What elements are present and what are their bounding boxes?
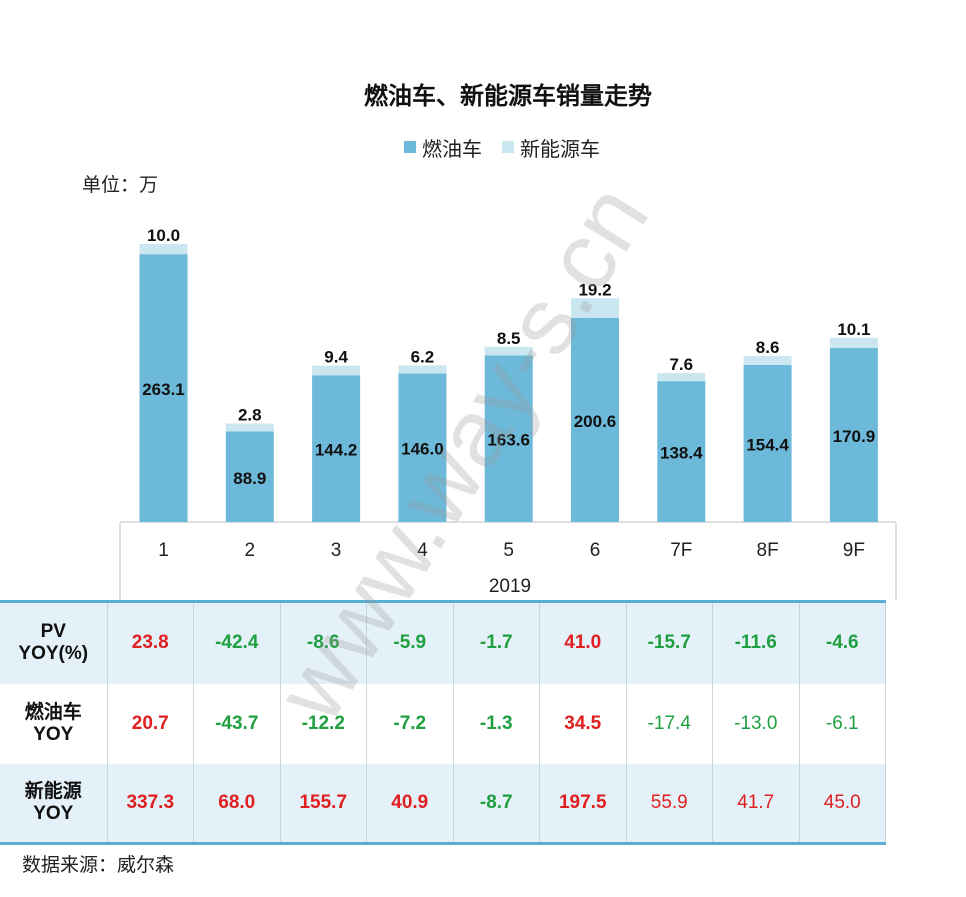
chart-legend: 燃油车 新能源车	[404, 132, 620, 162]
legend-item-nev: 新能源车	[502, 133, 600, 162]
data-label-fuel-7F: 138.4	[660, 444, 703, 463]
bar-nev-3	[312, 365, 361, 376]
bar-fuel-2	[225, 431, 274, 522]
bar-nev-2	[225, 423, 274, 432]
data-label-nev-1: 10.0	[147, 226, 180, 245]
bar-nev-1	[139, 244, 188, 255]
x-tick-label-9F: 9F	[843, 540, 865, 561]
data-label-nev-2: 2.8	[238, 406, 262, 425]
table-cell: 337.3	[107, 763, 194, 845]
legend-label-fuel: 燃油车	[422, 138, 482, 161]
legend-swatch-fuel	[404, 141, 416, 153]
table-row: 新能源 YOY 337.3 68.0 155.7 40.9 -8.7 197.5 55.9 41.…	[0, 763, 886, 845]
data-label-fuel-4: 146.0	[401, 440, 444, 459]
table-cell: 23.8	[107, 600, 194, 684]
table-cell: -43.7	[193, 683, 281, 764]
data-label-nev-6: 19.2	[578, 280, 611, 299]
table-cell: -11.6	[712, 600, 800, 684]
bar-nev-8F	[743, 356, 792, 365]
bar-fuel-1	[139, 254, 188, 522]
table-cell: -6.1	[799, 683, 886, 764]
data-label-fuel-8F: 154.4	[746, 435, 789, 454]
legend-label-nev: 新能源车	[520, 138, 600, 161]
table-cell: -8.7	[453, 763, 540, 845]
bar-fuel-7F	[657, 381, 706, 522]
table-cell: 20.7	[107, 683, 194, 764]
table-cell: 40.9	[366, 763, 454, 845]
table-cell: 68.0	[193, 763, 281, 845]
bar-nev-4	[398, 365, 447, 374]
bar-nev-7F	[657, 373, 706, 382]
table-cell: -1.7	[453, 600, 540, 684]
data-label-fuel-3: 144.2	[315, 441, 358, 460]
table-cell: 55.9	[626, 763, 713, 845]
table-cell: -42.4	[193, 600, 281, 684]
table-cell: -12.2	[280, 683, 367, 764]
table-row: PV YOY(%) 23.8 -42.4 -8.6 -5.9 -1.7 41.0 -15.7 -1…	[0, 600, 886, 684]
x-tick-label-2: 2	[245, 540, 256, 561]
row-header: PV YOY(%)	[0, 600, 108, 684]
legend-item-fuel: 燃油车	[404, 133, 482, 162]
bar-fuel-4	[398, 373, 447, 522]
data-label-nev-5: 8.5	[497, 329, 521, 348]
source-note: 数据来源：威尔森	[22, 855, 175, 876]
table-cell: -17.4	[626, 683, 713, 764]
table-cell: -1.3	[453, 683, 540, 764]
bar-fuel-3	[312, 375, 361, 522]
row-header: 燃油车 YOY	[0, 683, 108, 764]
row-header-line: YOY	[33, 802, 74, 824]
data-label-fuel-1: 263.1	[142, 380, 185, 399]
bar-fuel-5	[484, 355, 533, 522]
unit-label: 单位：万	[82, 175, 159, 196]
row-header-line: YOY	[33, 723, 74, 745]
data-label-nev-9F: 10.1	[837, 320, 870, 339]
bar-fuel-8F	[743, 364, 792, 522]
x-tick-label-3: 3	[331, 540, 342, 561]
row-header-line: 新能源	[24, 780, 82, 802]
bar-fuel-6	[571, 317, 619, 522]
bar-nev-5	[484, 346, 533, 356]
table-cell: -13.0	[712, 683, 800, 764]
bar-nev-9F	[829, 337, 878, 349]
table-cell: 197.5	[539, 763, 627, 845]
table-cell: 41.7	[712, 763, 800, 845]
data-label-fuel-2: 88.9	[233, 469, 266, 488]
data-label-nev-7F: 7.6	[669, 355, 693, 374]
table-row: 燃油车 YOY 20.7 -43.7 -12.2 -7.2 -1.3 34.5 -17.4 -13…	[0, 683, 886, 764]
table-cell: -15.7	[626, 600, 713, 684]
x-tick-label-5: 5	[503, 540, 514, 561]
bar-nev-6	[571, 298, 619, 318]
table-cell: 34.5	[539, 683, 627, 764]
data-label-fuel-5: 163.6	[487, 431, 530, 450]
table-cell: -5.9	[366, 600, 454, 684]
row-header-line: PV	[40, 621, 66, 643]
data-label-fuel-9F: 170.9	[833, 427, 876, 446]
x-tick-label-8F: 8F	[757, 540, 779, 561]
bar-fuel-9F	[829, 348, 878, 522]
table-cell: -8.6	[280, 600, 367, 684]
data-label-nev-4: 6.2	[411, 347, 435, 366]
table-cell: 155.7	[280, 763, 367, 845]
x-tick-label-7F: 7F	[670, 540, 692, 561]
row-header: 新能源 YOY	[0, 763, 108, 845]
data-label-nev-8F: 8.6	[756, 338, 780, 357]
table-cell: 45.0	[799, 763, 886, 845]
chart-title: 燃油车、新能源车销量走势	[364, 83, 652, 110]
row-header-line: YOY(%)	[18, 643, 89, 665]
table-cell: -4.6	[799, 600, 886, 684]
data-label-nev-3: 9.4	[324, 348, 348, 367]
table-cell: -7.2	[366, 683, 454, 764]
stacked-bar-chart: 263.1 10.0 1 88.9 2.8 2 144.2 9.4 3 146.0 6.2 4 163.…	[119, 226, 897, 600]
row-header-line: 燃油车	[24, 701, 82, 723]
x-tick-label-4: 4	[417, 540, 428, 561]
x-group-label: 2019	[489, 576, 531, 597]
legend-swatch-nev	[502, 141, 514, 153]
yoy-table: PV YOY(%) 23.8 -42.4 -8.6 -5.9 -1.7 41.0 -15.7 -1…	[0, 600, 886, 845]
x-tick-label-6: 6	[590, 540, 601, 561]
data-label-fuel-6: 200.6	[574, 412, 617, 431]
table-cell: 41.0	[539, 600, 627, 684]
x-tick-label-1: 1	[158, 540, 169, 561]
